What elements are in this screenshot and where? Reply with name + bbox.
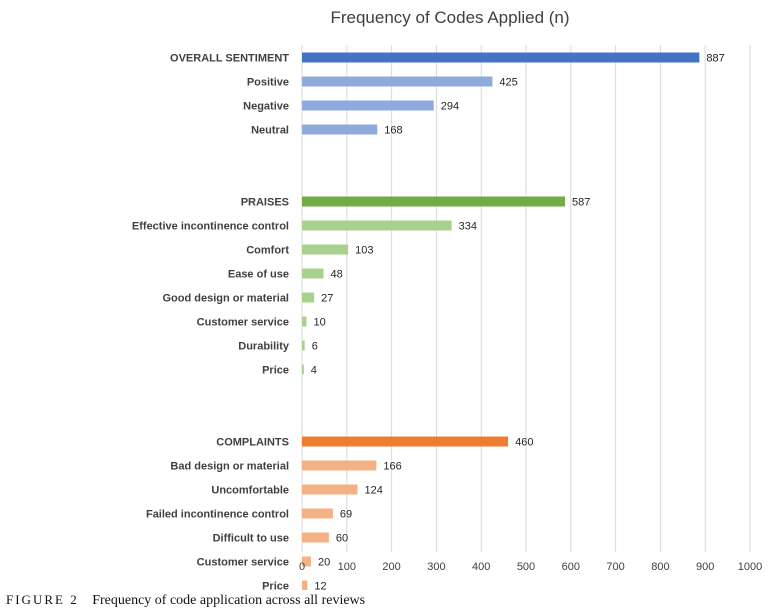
category-label: PRAISES (241, 197, 289, 209)
category-label: Negative (243, 101, 289, 113)
value-label: 103 (355, 245, 373, 257)
category-label: Price (262, 365, 289, 377)
bar (302, 460, 377, 471)
bar (302, 316, 307, 327)
category-label: COMPLAINTS (216, 437, 289, 449)
bar (302, 220, 452, 231)
category-label: Durability (238, 341, 290, 353)
bar (302, 100, 434, 111)
category-label: OVERALL SENTIMENT (170, 53, 289, 65)
value-label: 124 (365, 485, 383, 497)
bar (302, 124, 378, 135)
x-tick-label: 800 (651, 561, 669, 573)
x-tick-label: 100 (338, 561, 356, 573)
category-label: Effective incontinence control (132, 221, 289, 233)
x-tick-label: 1000 (738, 561, 762, 573)
value-label: 4 (311, 365, 317, 377)
value-label: 587 (572, 197, 590, 209)
value-label: 12 (314, 581, 326, 591)
value-label: 6 (312, 341, 318, 353)
x-tick-label: 200 (382, 561, 400, 573)
value-label: 460 (515, 437, 533, 449)
value-label: 168 (384, 125, 402, 137)
category-label: Good design or material (162, 293, 289, 305)
x-axis: 0 100 200 300 400 500 600 700 800 900 1000 (299, 561, 762, 573)
bar (302, 556, 311, 567)
value-label: 60 (336, 533, 348, 545)
value-label: 48 (331, 269, 343, 281)
bar (302, 436, 509, 447)
category-label: Uncomfortable (211, 485, 289, 497)
x-tick-label: 300 (427, 561, 445, 573)
x-tick-label: 0 (299, 561, 305, 573)
category-label: Bad design or material (170, 461, 289, 473)
value-label: 69 (340, 509, 352, 521)
bar (302, 76, 493, 87)
value-label: 166 (383, 461, 401, 473)
value-label: 334 (459, 221, 477, 233)
bars: OVERALL SENTIMENT 887 Positive 425 Negative 2… (132, 52, 725, 591)
bar (302, 292, 315, 303)
bar (302, 580, 308, 590)
bar (302, 52, 700, 63)
bar (302, 508, 333, 519)
category-label: Customer service (197, 557, 289, 569)
bar (302, 364, 304, 375)
category-label: Difficult to use (213, 533, 289, 545)
category-label: Ease of use (228, 269, 289, 281)
x-tick-label: 500 (517, 561, 535, 573)
bar (302, 244, 349, 255)
bar (302, 340, 305, 351)
value-label: 20 (318, 557, 330, 569)
bar (302, 268, 324, 279)
category-label: Customer service (197, 317, 289, 329)
bar-chart: Frequency of Codes Applied (n) OVERALL S… (132, 8, 762, 591)
value-label: 425 (499, 77, 517, 89)
category-label: Neutral (251, 125, 289, 137)
value-label: 27 (321, 293, 333, 305)
category-label: Comfort (246, 245, 289, 257)
chart-title: Frequency of Codes Applied (n) (330, 8, 569, 27)
figure-caption-text: Frequency of code application across all… (92, 593, 366, 608)
value-label: 294 (441, 101, 459, 113)
value-label: 10 (313, 317, 325, 329)
category-label: Failed incontinence control (146, 509, 289, 521)
bar (302, 532, 329, 543)
x-tick-label: 900 (696, 561, 714, 573)
x-tick-label: 600 (562, 561, 580, 573)
category-label: Price (262, 581, 289, 591)
figure-caption: FIGURE 2 Frequency of code application a… (6, 592, 365, 609)
x-tick-label: 700 (606, 561, 624, 573)
figure-label: FIGURE 2 (6, 592, 79, 607)
category-label: Positive (247, 77, 289, 89)
bar (302, 196, 565, 207)
bar (302, 484, 358, 495)
value-label: 887 (706, 53, 724, 65)
x-tick-label: 400 (472, 561, 490, 573)
gridlines (301, 45, 751, 552)
